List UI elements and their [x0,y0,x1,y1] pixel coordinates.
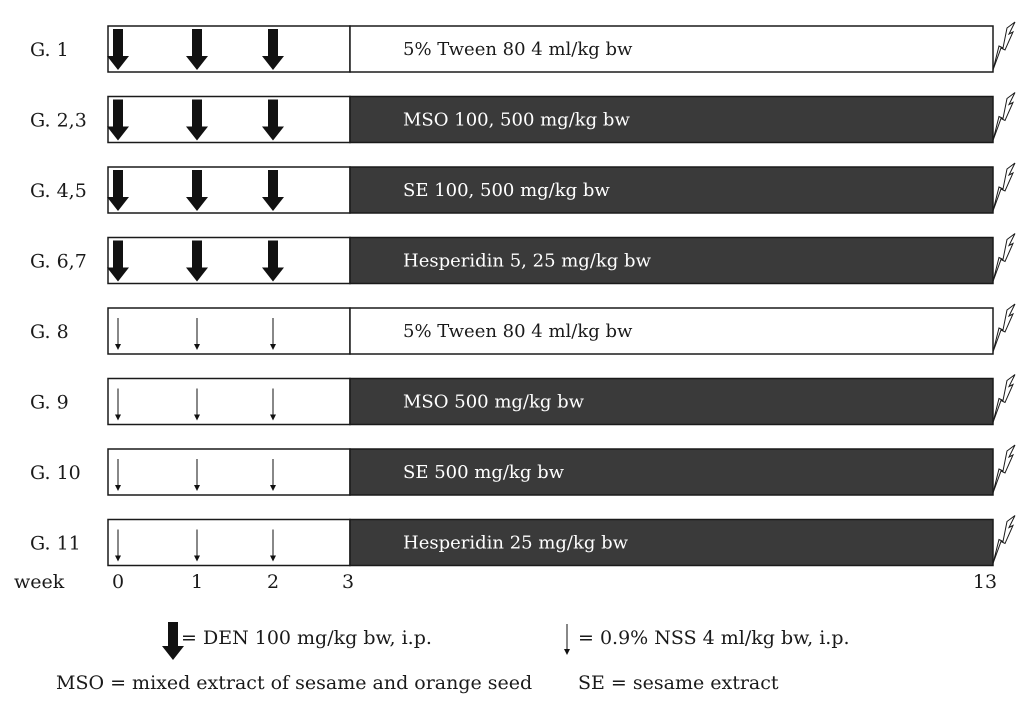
nss-arrow-icon [115,388,121,421]
den-arrow-icon [262,29,284,70]
week-tick-label: 2 [267,571,279,593]
nss-arrow-icon [564,624,570,655]
den-arrow-icon [107,29,129,70]
induction-phase-box [107,166,351,214]
treatment-phase-box [349,448,994,496]
legend-icons [162,622,570,660]
group-row: G. 2,3 MSO 100, 500 mg/kg bw [30,92,1016,144]
timeline-break-icon [992,233,1016,282]
timeline-break-icon [992,162,1016,212]
den-arrow-icon [107,170,129,211]
treatment-phase-box [349,166,994,214]
treatment-label: 5% Tween 80 4 ml/kg bw [403,39,633,60]
group-row: G. 4,5 SE 100, 500 mg/kg bw [30,162,1016,214]
induction-phase-box [107,518,351,567]
treatment-label: SE 500 mg/kg bw [403,462,565,483]
group-row: G. 11 Hesperidin 25 mg/kg bw [30,515,1016,567]
week-tick-label: 0 [112,571,124,593]
nss-arrow-icon [194,388,200,421]
treatment-phase-box [349,307,994,355]
nss-arrow-icon [194,529,200,562]
group-row: G. 8 5% Tween 80 4 ml/kg bw [30,303,1016,355]
treatment-label: MSO 100, 500 mg/kg bw [403,110,630,131]
induction-phase-box [107,236,351,285]
nss-arrow-icon [194,318,200,350]
treatment-phase-box [349,377,994,426]
den-arrow-icon [186,29,208,70]
timeline-break-icon [992,303,1016,353]
legend-nss: = 0.9% NSS 4 ml/kg bw, i.p. [578,627,850,649]
axis-label: week [14,571,65,593]
group-row: G. 10 SE 500 mg/kg bw [30,444,1016,496]
group-row: G. 6,7 Hesperidin 5, 25 mg/kg bw [30,233,1016,285]
nss-arrow-icon [270,388,276,421]
group-label: G. 1 [30,39,69,61]
group-row: G. 1 5% Tween 80 4 ml/kg bw [30,21,1016,73]
treatment-phase-box [349,236,994,285]
group-label: G. 10 [30,462,81,484]
treatment-phase-box [349,518,994,567]
group-label: G. 2,3 [30,110,87,132]
week-axis: week 0 1 2 3 13 [14,571,997,593]
group-rows: G. 1 5% Tween 80 4 ml/kg bw G. 2,3 MSO 100,… [30,21,1016,567]
group-label: G. 11 [30,533,81,555]
treatment-label: 5% Tween 80 4 ml/kg bw [403,321,633,342]
treatment-label: Hesperidin 5, 25 mg/kg bw [403,251,652,272]
nss-arrow-icon [194,459,200,491]
nss-arrow-icon [270,459,276,491]
legend-den: = DEN 100 mg/kg bw, i.p. [181,627,432,649]
nss-arrow-icon [270,529,276,562]
week-tick-label: 13 [973,571,997,593]
treatment-label: SE 100, 500 mg/kg bw [403,180,610,201]
induction-phase-box [107,95,351,144]
group-label: G. 9 [30,392,69,414]
timeline-break-icon [992,21,1016,71]
treatment-phase-box [349,95,994,144]
treatment-label: MSO 500 mg/kg bw [403,392,585,413]
week-tick-label: 1 [191,571,203,593]
den-arrow-icon [262,240,284,282]
week-tick-label: 3 [342,571,354,593]
den-arrow-icon [162,622,184,660]
group-label: G. 8 [30,321,69,343]
treatment-label: Hesperidin 25 mg/kg bw [403,533,629,554]
den-arrow-icon [186,240,208,282]
timeline-break-icon [992,444,1016,494]
group-label: G. 6,7 [30,251,87,273]
induction-phase-box [107,25,351,73]
legend-mso: MSO = mixed extract of sesame and orange… [56,672,533,694]
den-arrow-icon [107,99,129,141]
legend-se: SE = sesame extract [578,672,779,694]
nss-arrow-icon [270,318,276,350]
nss-arrow-icon [115,529,121,562]
den-arrow-icon [107,240,129,282]
group-row: G. 9 MSO 500 mg/kg bw [30,374,1016,426]
nss-arrow-icon [115,318,121,350]
den-arrow-icon [262,99,284,141]
induction-phase-box [107,377,351,426]
group-label: G. 4,5 [30,180,87,202]
den-arrow-icon [186,170,208,211]
induction-phase-box [107,448,351,496]
timeline-break-icon [992,515,1016,564]
den-arrow-icon [262,170,284,211]
den-arrow-icon [186,99,208,141]
nss-arrow-icon [115,459,121,491]
timeline-break-icon [992,374,1016,423]
timeline-break-icon [992,92,1016,141]
induction-phase-box [107,307,351,355]
treatment-phase-box [349,25,994,73]
